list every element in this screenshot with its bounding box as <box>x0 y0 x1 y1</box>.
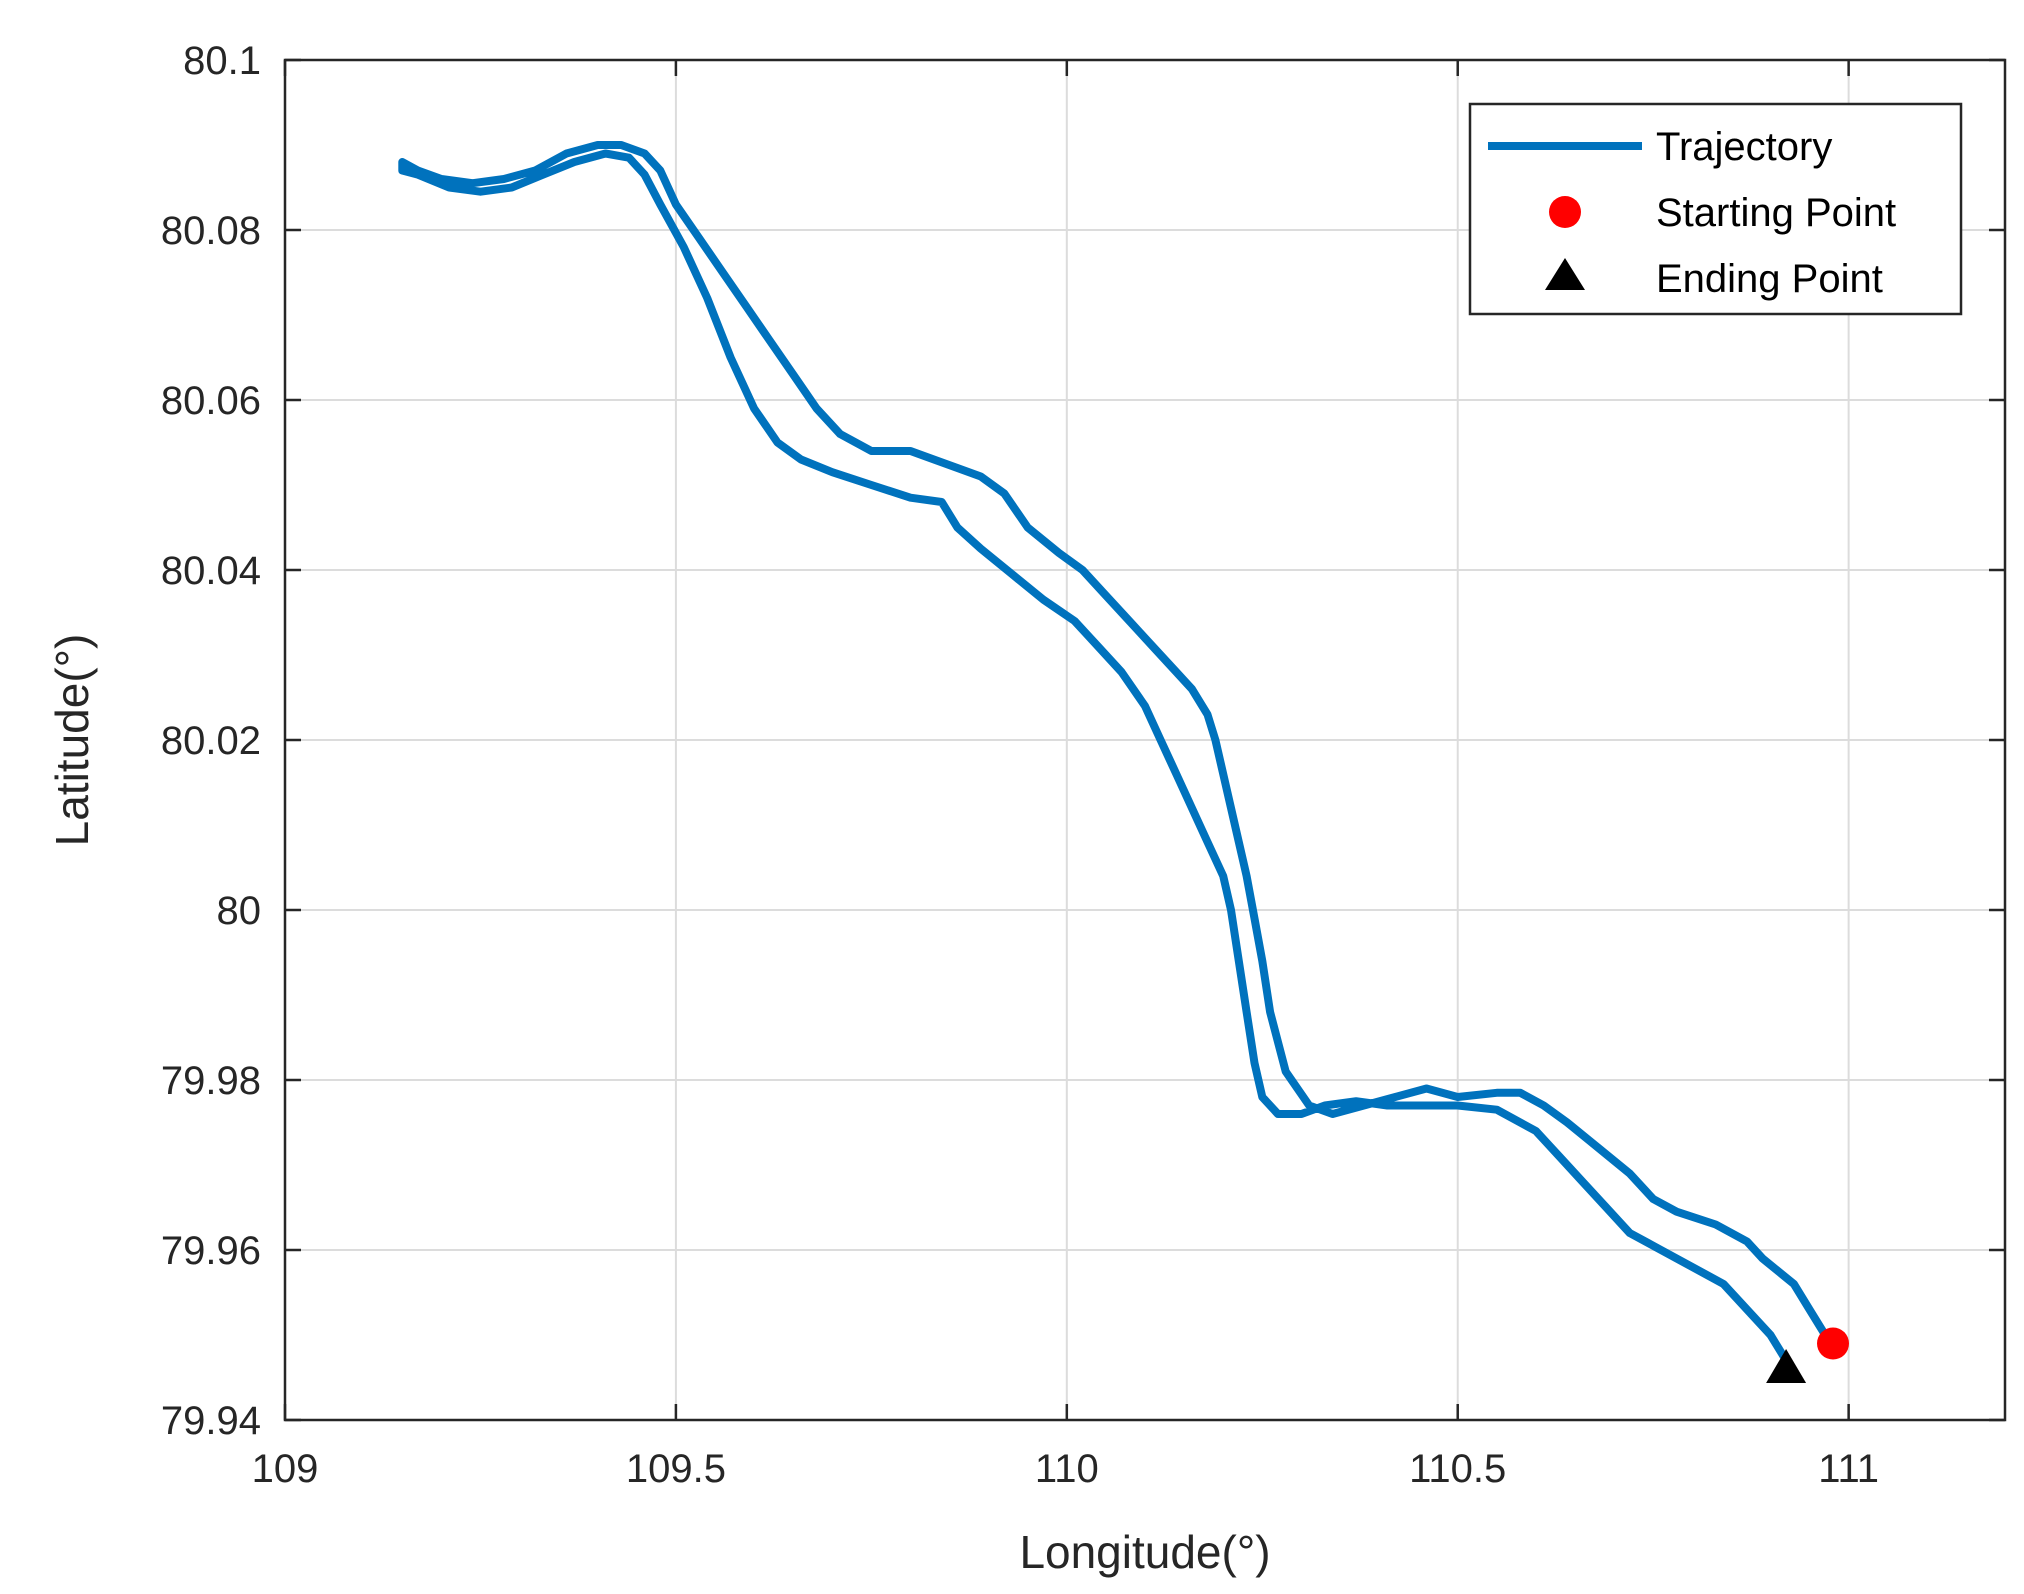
y-tick-label: 80.1 <box>183 39 261 83</box>
y-tick-label: 79.94 <box>161 1399 261 1443</box>
ending-point-marker <box>1766 1349 1807 1383</box>
legend: Trajectory Starting Point Ending Point <box>1468 102 1963 316</box>
x-tick-label: 110 <box>1035 1447 1099 1491</box>
y-tick-label: 80.08 <box>161 209 261 253</box>
legend-trajectory-label: Trajectory <box>1656 125 1832 169</box>
legend-starting-point-label: Starting Point <box>1656 191 1896 235</box>
starting-point-marker <box>1817 1327 1849 1360</box>
trajectory-line <box>398 141 1830 1365</box>
y-tick-label: 79.96 <box>161 1229 261 1273</box>
x-tick-label: 110.5 <box>1409 1447 1506 1491</box>
x-tick-label: 109.5 <box>626 1447 726 1491</box>
y-tick-label: 80.06 <box>161 379 261 423</box>
x-tick-label: 111 <box>1818 1447 1879 1491</box>
y-tick-label: 80.04 <box>161 549 261 593</box>
y-tick-label: 79.98 <box>161 1059 261 1103</box>
series-layer <box>398 141 1849 1383</box>
y-axis-label: Latitude(°) <box>46 634 98 847</box>
x-tick-label: 109 <box>252 1447 319 1491</box>
legend-starting-point-marker <box>1549 196 1581 228</box>
x-axis-label: Longitude(°) <box>1019 1526 1270 1578</box>
legend-ending-point-marker <box>1545 258 1585 290</box>
axis-ticks: 109 109.5 110 110.5 111 79.94 79.96 79.98 80 80.0… <box>161 39 2005 1491</box>
legend-ending-point-label: Ending Point <box>1656 257 1883 301</box>
y-tick-label: 80.02 <box>161 719 261 763</box>
y-tick-label: 80 <box>217 889 262 933</box>
